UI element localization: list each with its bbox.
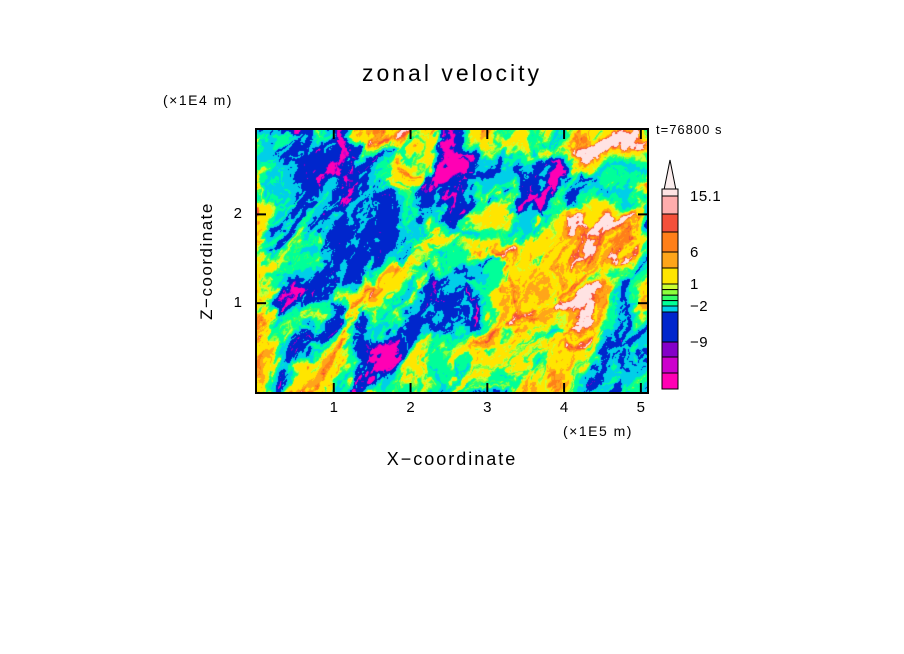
- y-tick-label: 2: [233, 205, 242, 223]
- colorbar-segment: [661, 213, 679, 233]
- x-tick-label: 2: [406, 399, 415, 416]
- y-tick-label: 1: [233, 294, 242, 312]
- plot-title: zonal velocity: [361, 60, 543, 86]
- colorbar-segment: [661, 294, 679, 302]
- colorbar-segment: [661, 300, 679, 307]
- time-annotation: t=76800 s: [656, 122, 723, 137]
- colorbar-segment: [661, 372, 679, 390]
- y-axis-unit: (×1E4 m): [163, 92, 233, 108]
- colorbar: [661, 159, 679, 390]
- colorbar-segment: [661, 283, 679, 291]
- colorbar-tick-label: 6: [690, 244, 699, 261]
- colorbar-tick-label: 1: [690, 276, 699, 293]
- x-tick-label: 4: [559, 399, 569, 416]
- colorbar-segment: [661, 267, 679, 285]
- x-tick-label: 5: [636, 399, 646, 416]
- colorbar-segment: [661, 188, 679, 197]
- colorbar-overflow-tip: [663, 159, 677, 190]
- x-axis-label: X−coordinate: [386, 449, 518, 469]
- colorbar-segment: [661, 341, 679, 358]
- x-axis-unit: (×1E5 m): [563, 423, 633, 439]
- colorbar-tick-label: −9: [690, 334, 709, 351]
- colorbar-segment: [661, 305, 679, 313]
- colorbar-segment: [661, 356, 679, 374]
- x-tick-label: 3: [483, 399, 492, 416]
- colorbar-labels: 15.1 6 1 −2 −9: [690, 0, 750, 654]
- y-axis-label: Z−coordinate: [197, 202, 216, 320]
- colorbar-segment: [661, 311, 679, 343]
- colorbar-tick-label: 15.1: [690, 188, 722, 205]
- heatmap-field: [257, 130, 647, 392]
- plot-area: [255, 128, 649, 394]
- colorbar-segment: [661, 289, 679, 296]
- colorbar-segment: [661, 251, 679, 269]
- colorbar-segment: [661, 231, 679, 253]
- colorbar-tick-label: −2: [690, 298, 709, 315]
- x-tick-label: 1: [329, 399, 338, 416]
- colorbar-segment: [661, 195, 679, 215]
